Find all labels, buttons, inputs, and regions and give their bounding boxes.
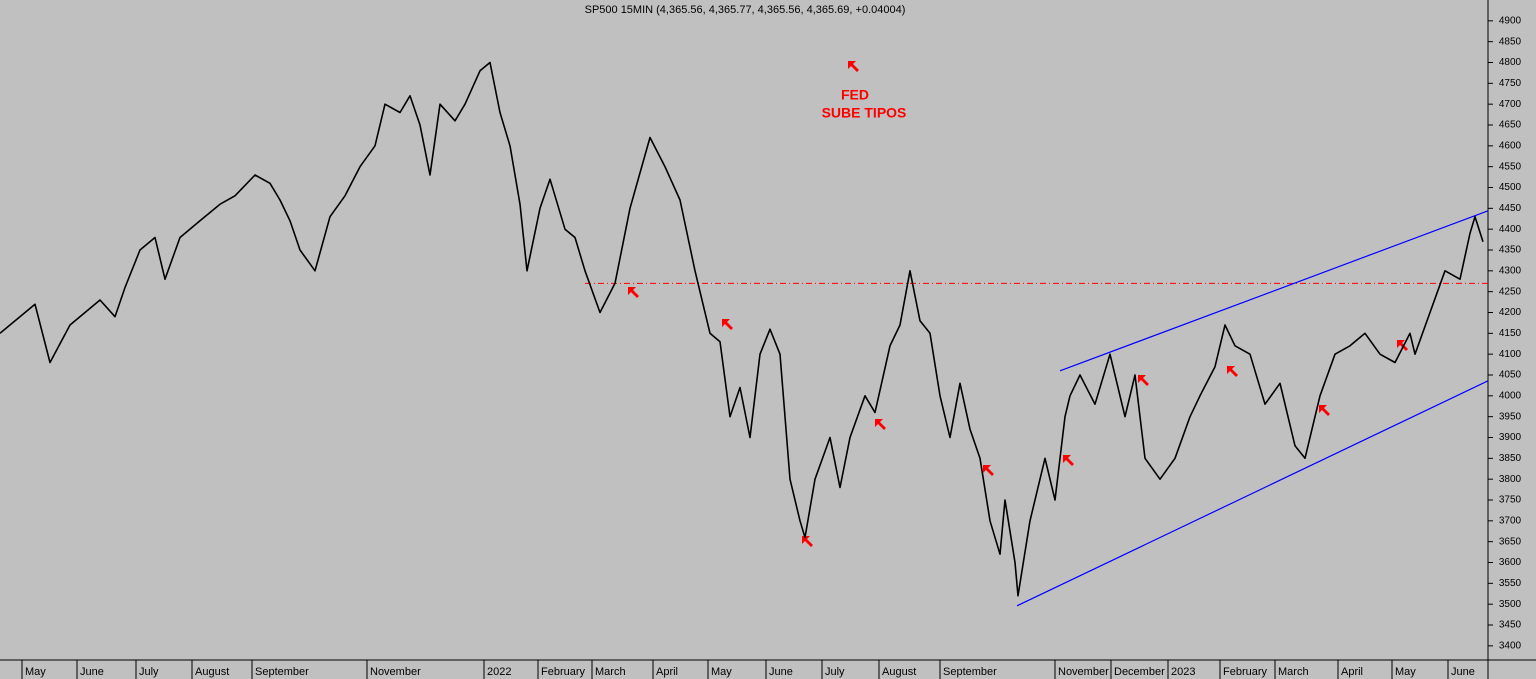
y-tick-label: 3550 [1499,578,1522,589]
y-tick-label: 4650 [1499,120,1522,131]
arrow [802,536,813,547]
chart-title: SP500 15MIN (4,365.56, 4,365.77, 4,365.5… [585,4,906,16]
arrow [983,465,994,476]
channel-line [1059,210,1489,372]
arrows [628,61,1408,547]
x-tick-label: November [1058,666,1109,678]
x-tick-label: August [882,666,916,678]
x-tick-label: May [711,666,732,678]
x-tick-label: December [1114,666,1165,678]
x-tick-label: May [1395,666,1416,678]
y-tick-label: 3850 [1499,453,1522,464]
y-tick-label: 3500 [1499,599,1522,610]
x-tick-label: March [1278,666,1309,678]
x-tick-label: November [370,666,421,678]
arrow [1319,405,1330,416]
y-tick-label: 4200 [1499,307,1522,318]
y-tick-label: 3950 [1499,411,1522,422]
x-tick-label: September [255,666,309,678]
y-tick-label: 3800 [1499,474,1522,485]
x-tick-label: February [1223,666,1268,678]
y-tick-label: 4550 [1499,161,1522,172]
x-tick-label: July [139,666,159,678]
y-tick-label: 3700 [1499,515,1522,526]
y-tick-label: 4800 [1499,57,1522,68]
x-tick-label: September [943,666,997,678]
y-tick-label: 4000 [1499,390,1522,401]
arrow [1397,340,1408,351]
y-tick-label: 3600 [1499,557,1522,568]
y-tick-label: 4600 [1499,140,1522,151]
arrow [722,319,733,330]
y-tick-label: 4850 [1499,36,1522,47]
annotation: SUBE TIPOS [822,105,907,121]
y-tick-label: 4350 [1499,245,1522,256]
x-tick-label: May [25,666,46,678]
arrow [1138,375,1149,386]
x-tick-label: June [769,666,793,678]
arrow [848,61,859,72]
y-tick-label: 4500 [1499,182,1522,193]
annotation: FED [841,87,869,103]
y-tick-label: 3650 [1499,536,1522,547]
x-tick-label: April [1341,666,1363,678]
y-tick-label: 3450 [1499,620,1522,631]
arrow [1227,366,1238,377]
x-tick-label: June [1451,666,1475,678]
y-tick-label: 4100 [1499,349,1522,360]
y-tick-label: 4450 [1499,203,1522,214]
x-tick-label: August [195,666,229,678]
y-tick-label: 4050 [1499,370,1522,381]
x-tick-label: April [656,666,678,678]
x-tick-label: March [595,666,626,678]
x-tick-label: July [825,666,845,678]
y-tick-label: 3900 [1499,432,1522,443]
y-tick-label: 4400 [1499,224,1522,235]
x-tick-label: 2022 [487,666,511,678]
channel-line [1016,380,1489,607]
y-tick-label: 4250 [1499,286,1522,297]
x-tick-label: 2023 [1171,666,1195,678]
y-tick-label: 4900 [1499,15,1522,26]
arrow [1063,455,1074,466]
y-tick-label: 4750 [1499,78,1522,89]
price-line [0,61,1484,597]
arrow [628,287,639,298]
x-tick-label: June [80,666,104,678]
y-tick-label: 4300 [1499,265,1522,276]
arrow [875,419,886,430]
y-tick-label: 3750 [1499,495,1522,506]
x-tick-label: February [541,666,586,678]
y-tick-label: 4150 [1499,328,1522,339]
y-tick-label: 4700 [1499,99,1522,110]
y-tick-label: 3400 [1499,640,1522,651]
